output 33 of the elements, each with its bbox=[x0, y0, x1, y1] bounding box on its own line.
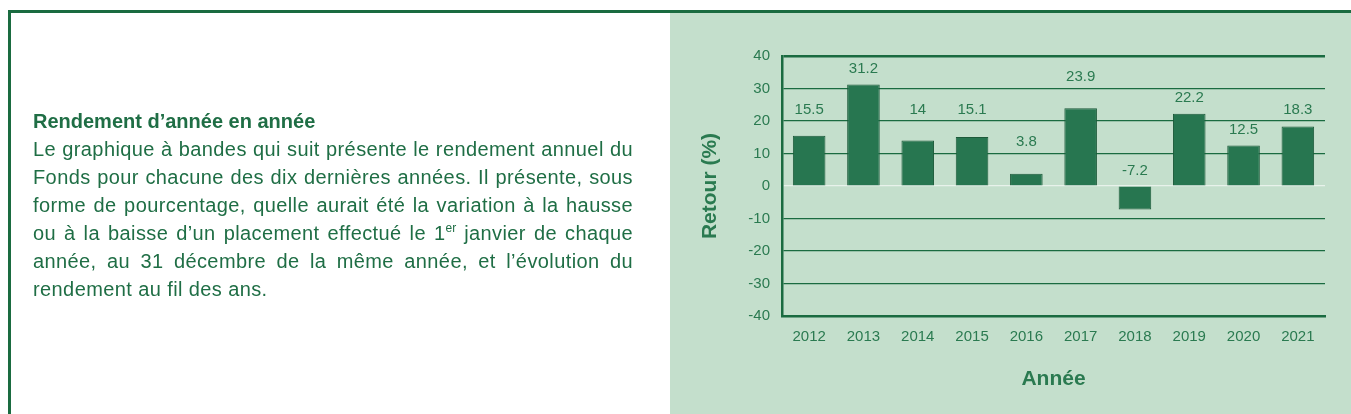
x-tick-label: 2016 bbox=[1009, 327, 1044, 345]
x-tick-label: 2021 bbox=[1281, 327, 1315, 345]
data-label: 15.5 bbox=[794, 99, 824, 117]
data-label: -7.2 bbox=[1122, 160, 1148, 178]
y-tick-label: 30 bbox=[753, 78, 770, 96]
y-tick-label: -30 bbox=[748, 273, 770, 291]
text: Le graphique à bandes qui suit présente le rendement annuel du Fonds pour chacune des dix dernières années. Il présente, sous forme de pourcentage, quelle aurait été la variation à la hausse ou à la baisse d’un placement effectué le 1$^{er}$ janvier de chaque année, au 31 décembre de la même année, et l’évolution du rendement au fil des ans. bbox=[33, 137, 633, 302]
data-label: 14 bbox=[909, 99, 927, 117]
x-tick-label: 2014 bbox=[901, 327, 935, 345]
y-tick-label: -40 bbox=[748, 306, 770, 324]
x-tick-label: 2012 bbox=[792, 327, 826, 345]
y-axis-title: Retour (%) bbox=[697, 132, 721, 240]
data-label: 3.8 bbox=[1015, 132, 1037, 150]
y-tick-label: -10 bbox=[748, 208, 770, 226]
data-label: 31.2 bbox=[848, 59, 879, 77]
y-tick-label: 20 bbox=[753, 111, 770, 129]
x-tick-label: 2020 bbox=[1226, 327, 1261, 345]
x-tick-label: 2013 bbox=[846, 327, 881, 345]
data-label: 15.1 bbox=[957, 99, 987, 117]
x-axis-title: Année bbox=[1021, 366, 1086, 390]
x-tick-label: 2019 bbox=[1172, 327, 1206, 345]
x-tick-label: 2017 bbox=[1063, 327, 1098, 345]
y-tick-label: 0 bbox=[761, 176, 770, 194]
x-tick-label: 2018 bbox=[1118, 327, 1152, 345]
data-label: 12.5 bbox=[1228, 120, 1259, 138]
y-tick-label: 40 bbox=[753, 46, 770, 64]
text: Rendement d’année en année bbox=[33, 109, 317, 134]
data-label: 18.3 bbox=[1283, 99, 1313, 117]
y-tick-label: -20 bbox=[748, 241, 770, 259]
data-label: 23.9 bbox=[1066, 67, 1096, 85]
data-label: 22.2 bbox=[1174, 88, 1204, 106]
x-tick-label: 2015 bbox=[955, 327, 989, 345]
y-tick-label: 10 bbox=[753, 143, 770, 161]
